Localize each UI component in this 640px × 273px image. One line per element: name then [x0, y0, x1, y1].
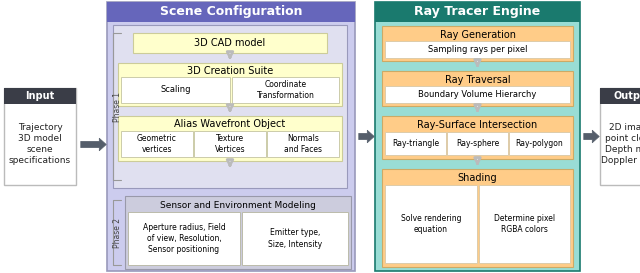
Text: Emitter type,
Size, Intensity: Emitter type, Size, Intensity	[268, 229, 322, 248]
Text: Ray Traversal: Ray Traversal	[445, 75, 510, 85]
Text: Boundary Volume Hierarchy: Boundary Volume Hierarchy	[419, 90, 537, 99]
Bar	[133, 33, 327, 53]
Text: 3D CAD model: 3D CAD model	[195, 38, 266, 48]
Bar	[600, 88, 640, 104]
Text: Sampling rays per pixel: Sampling rays per pixel	[428, 45, 527, 54]
Bar	[509, 132, 570, 155]
Bar	[385, 86, 570, 103]
Bar	[447, 132, 508, 155]
Text: Texture
Vertices: Texture Vertices	[214, 134, 245, 154]
Text: Coordinate
Transformation: Coordinate Transformation	[257, 80, 314, 100]
Text: Scene Configuration: Scene Configuration	[160, 5, 302, 19]
Text: Trajectory
3D model
scene
specifications: Trajectory 3D model scene specifications	[9, 123, 71, 165]
Text: Shading: Shading	[458, 173, 497, 183]
Bar	[479, 185, 570, 263]
Bar	[375, 2, 580, 271]
Text: Ray Tracer Engine: Ray Tracer Engine	[414, 5, 541, 19]
Text: Determine pixel
RGBA colors: Determine pixel RGBA colors	[494, 214, 555, 234]
Text: Phase 2: Phase 2	[113, 218, 122, 248]
Bar	[194, 131, 266, 157]
Bar	[382, 71, 573, 106]
Bar	[242, 212, 348, 265]
Text: Ray-triangle: Ray-triangle	[392, 139, 439, 148]
Bar	[125, 196, 351, 269]
Bar	[232, 77, 339, 103]
Bar	[375, 2, 580, 22]
Bar	[382, 169, 573, 267]
Bar	[107, 2, 355, 271]
Bar	[385, 132, 446, 155]
Bar	[128, 212, 240, 265]
Bar	[107, 2, 355, 22]
Bar	[382, 116, 573, 159]
Text: Ray-Surface Intersection: Ray-Surface Intersection	[417, 120, 538, 130]
Text: Sensor and Environment Modeling: Sensor and Environment Modeling	[160, 200, 316, 209]
Text: Aperture radius, Field
of view, Resolution,
Sensor positioning: Aperture radius, Field of view, Resoluti…	[143, 223, 225, 254]
Bar	[600, 88, 640, 185]
Text: 3D Creation Suite: 3D Creation Suite	[187, 66, 273, 76]
Text: Phase 1: Phase 1	[113, 91, 122, 121]
Bar	[121, 77, 230, 103]
Text: Ray-sphere: Ray-sphere	[456, 139, 499, 148]
Text: Normals
and Faces: Normals and Faces	[284, 134, 322, 154]
Bar	[118, 63, 342, 106]
Bar	[385, 41, 570, 58]
Bar	[385, 185, 477, 263]
Bar	[118, 116, 342, 161]
Text: Ray Generation: Ray Generation	[440, 30, 515, 40]
Bar	[267, 131, 339, 157]
Text: Output: Output	[614, 91, 640, 101]
Text: Geometric
vertices: Geometric vertices	[137, 134, 177, 154]
Bar	[121, 131, 193, 157]
Text: Scaling: Scaling	[160, 85, 191, 94]
Text: Ray-polygon: Ray-polygon	[516, 139, 563, 148]
Text: Input: Input	[26, 91, 54, 101]
Bar	[113, 25, 347, 188]
Text: Solve rendering
equation: Solve rendering equation	[401, 214, 461, 234]
Bar	[4, 88, 76, 185]
Bar	[4, 88, 76, 104]
Text: Alias Wavefront Object: Alias Wavefront Object	[174, 119, 285, 129]
Text: 2D images
point clouds
Depth maps
Doppler shifts: 2D images point clouds Depth maps Dopple…	[602, 123, 640, 165]
Bar	[382, 26, 573, 61]
